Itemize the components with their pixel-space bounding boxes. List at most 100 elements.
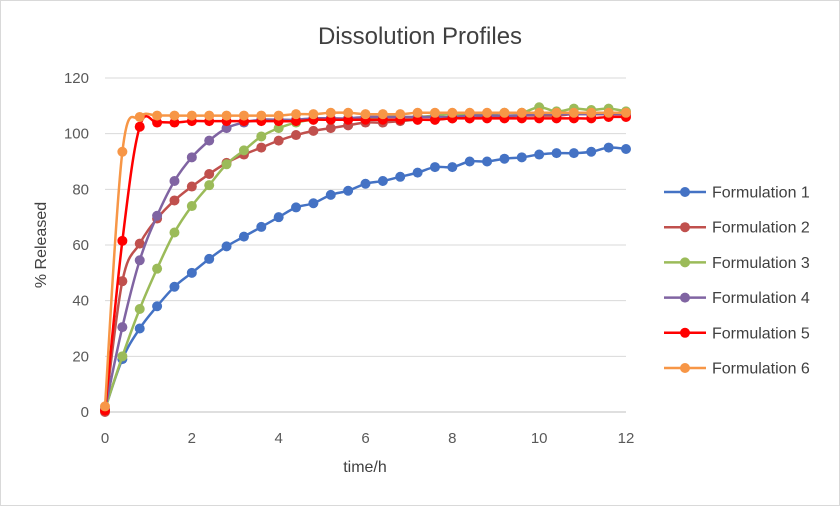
y-axis-label: % Released [33, 202, 50, 288]
data-point [256, 110, 267, 121]
legend-marker [680, 292, 690, 303]
data-point [186, 110, 197, 121]
data-point [377, 109, 388, 120]
legend-item: Formulation 1 [664, 185, 810, 202]
series-line [103, 111, 626, 407]
legend-label: Formulation 2 [712, 220, 810, 237]
data-point [169, 195, 180, 206]
data-point [621, 143, 631, 154]
data-point [291, 116, 302, 127]
data-point [256, 221, 267, 232]
legend-marker [680, 327, 690, 338]
series-5 [100, 111, 631, 416]
data-point [551, 107, 562, 118]
y-tick-label: 0 [81, 404, 89, 421]
data-point [152, 210, 163, 221]
data-point [429, 107, 440, 118]
data-point [325, 189, 336, 200]
data-point [447, 162, 458, 173]
data-point [169, 227, 180, 238]
data-point [586, 146, 597, 157]
data-point [134, 255, 145, 266]
gridlines [105, 77, 626, 413]
data-point [256, 131, 267, 142]
y-tick-label: 120 [64, 70, 89, 87]
data-point [308, 198, 319, 209]
legend-label: Formulation 6 [712, 361, 810, 378]
data-point [221, 241, 232, 252]
x-tick-label: 8 [448, 430, 456, 447]
data-point [447, 107, 458, 118]
data-point [516, 152, 527, 163]
legend-label: Formulation 4 [712, 290, 810, 307]
data-point [482, 107, 493, 118]
data-point [308, 125, 319, 136]
legend-marker [680, 257, 690, 268]
legend-label: Formulation 3 [712, 255, 810, 272]
x-tick-label: 6 [361, 430, 369, 447]
data-point [534, 149, 545, 160]
data-point [273, 123, 284, 134]
data-point [204, 135, 215, 146]
data-point [568, 107, 579, 118]
data-point [291, 130, 302, 141]
data-point [516, 107, 527, 118]
data-point [621, 107, 631, 118]
legend-item: Formulation 6 [664, 361, 810, 378]
data-point [152, 263, 163, 274]
data-point [429, 162, 440, 173]
data-point [551, 148, 562, 159]
legend-marker [680, 187, 690, 197]
legend-marker [680, 222, 690, 233]
data-point [186, 201, 197, 212]
data-point [169, 281, 180, 292]
data-point [291, 109, 302, 120]
data-point [204, 169, 215, 180]
data-point [221, 123, 232, 134]
data-point [273, 212, 284, 223]
data-point [221, 159, 232, 170]
legend-marker [680, 363, 690, 373]
x-tick-labels: 0 2 4 6 8 10 12 [101, 430, 635, 447]
series-3 [100, 102, 631, 415]
x-tick-label: 10 [531, 430, 548, 447]
data-point [169, 110, 180, 121]
data-point [586, 107, 597, 118]
data-point [273, 135, 284, 146]
data-point [343, 114, 354, 125]
data-point [377, 175, 388, 186]
data-point [534, 107, 545, 118]
data-point [134, 111, 145, 122]
data-point [204, 253, 215, 264]
data-point [482, 156, 493, 167]
y-tick-label: 80 [72, 181, 89, 198]
data-point [395, 109, 406, 120]
data-point [395, 171, 406, 182]
data-point [152, 117, 163, 128]
data-point [325, 114, 336, 125]
data-point [256, 142, 267, 153]
data-point [117, 351, 128, 362]
legend-item: Formulation 2 [664, 220, 810, 237]
data-point [568, 148, 579, 159]
data-point [186, 152, 197, 163]
data-point [134, 323, 145, 334]
data-point [134, 121, 145, 132]
data-point [204, 110, 215, 121]
series-2 [100, 109, 631, 417]
data-point [238, 110, 249, 121]
y-tick-label: 100 [64, 126, 89, 143]
data-point [412, 167, 423, 178]
series-line [103, 112, 626, 413]
data-point [499, 107, 510, 118]
x-tick-label: 4 [274, 430, 282, 447]
x-tick-label: 0 [101, 430, 109, 447]
data-point [343, 107, 354, 118]
data-point [238, 145, 249, 156]
data-point [152, 301, 163, 312]
y-tick-label: 20 [72, 348, 89, 365]
data-point [117, 276, 128, 287]
data-point [603, 107, 614, 118]
series-6 [100, 107, 631, 412]
series-line [103, 112, 626, 410]
